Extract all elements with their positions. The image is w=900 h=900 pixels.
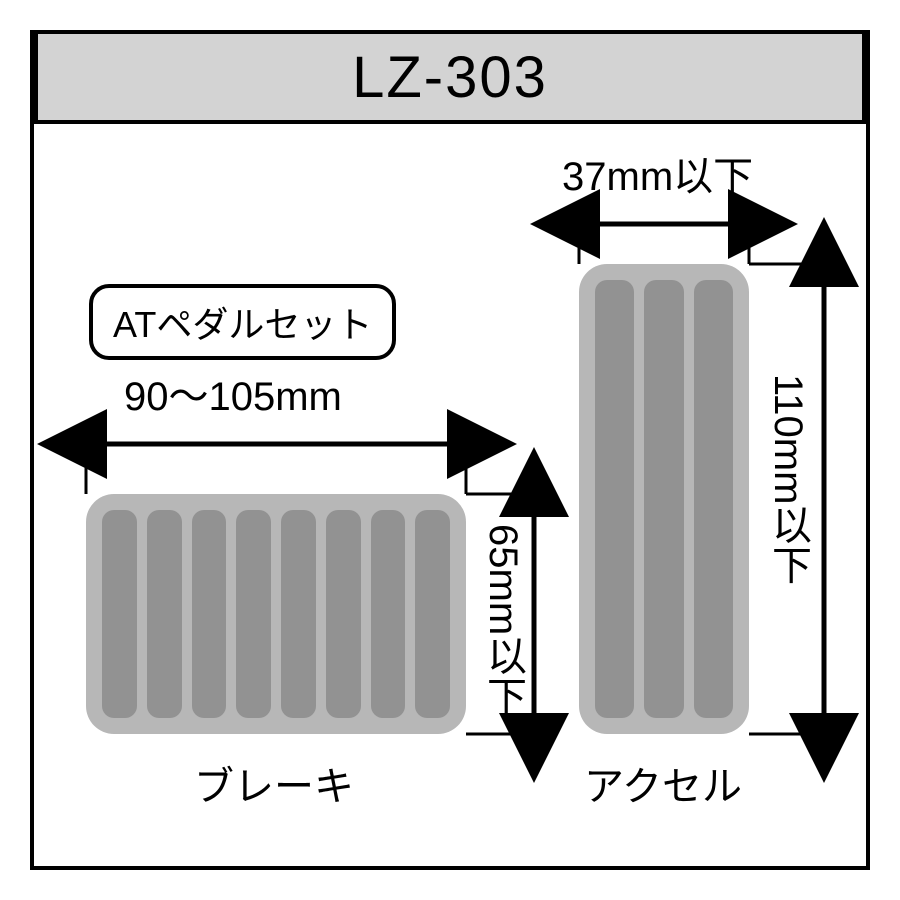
accel-height-label: 110mm以下 — [759, 374, 817, 584]
accel-width-label: 37mm以下 — [562, 144, 753, 202]
brake-height-label: 65mm以下 — [474, 524, 532, 715]
product-badge: ATペダルセット — [89, 284, 396, 360]
accel-pedal — [579, 264, 749, 734]
content-area: ATペダルセット 90～105mm 37mm以下 65mm以下 110mm以下 … — [34, 124, 866, 866]
brake-width-label: 90～105mm — [124, 364, 342, 422]
title-bar: LZ-303 — [34, 34, 866, 124]
model-number: LZ-303 — [352, 44, 548, 111]
accel-caption: アクセル — [584, 754, 742, 812]
brake-pedal — [86, 494, 466, 734]
brake-caption: ブレーキ — [194, 754, 354, 812]
diagram-frame: LZ-303 ATペダルセット 90～105mm 37mm以下 65mm以下 1… — [30, 30, 870, 870]
